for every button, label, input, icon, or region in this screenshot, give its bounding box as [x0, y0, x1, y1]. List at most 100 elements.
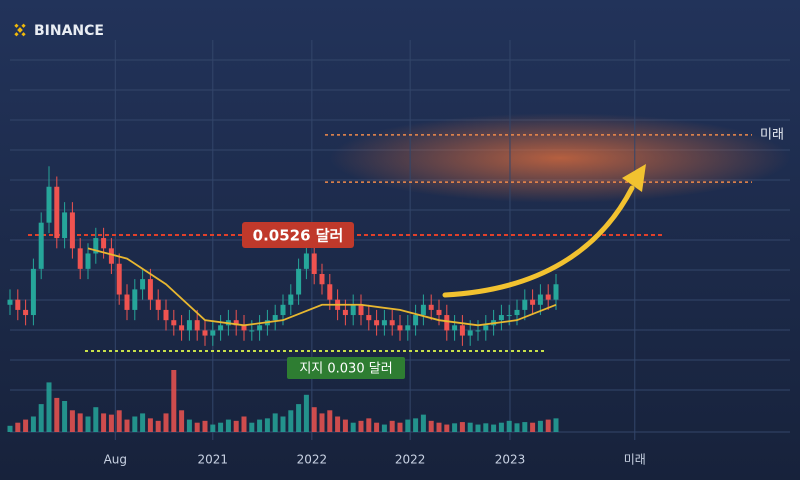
- volume-bar: [413, 418, 419, 432]
- volume-bar: [522, 422, 528, 432]
- volume-bar: [116, 410, 122, 432]
- candle-body: [389, 320, 395, 326]
- volume-bar: [342, 419, 348, 432]
- candle-body: [116, 263, 122, 295]
- volume-bar: [124, 419, 130, 432]
- candle-body: [249, 330, 255, 332]
- candle-body: [483, 325, 489, 331]
- candle-body: [381, 320, 387, 326]
- x-tick-label: 미래: [624, 453, 646, 467]
- volume-bar: [46, 382, 52, 432]
- candle-body: [210, 330, 216, 336]
- volume-bar: [241, 416, 247, 432]
- volume-bar: [303, 394, 309, 432]
- candle-body: [475, 330, 481, 332]
- volume-bar: [264, 418, 270, 432]
- candle-body: [319, 273, 325, 285]
- volume-bar: [179, 410, 185, 432]
- candle-body: [280, 304, 286, 316]
- candle-body: [85, 253, 91, 269]
- trend-arrow: [442, 185, 635, 298]
- candle-body: [350, 304, 356, 316]
- candle-body: [108, 248, 114, 264]
- candle-body: [459, 325, 465, 336]
- volume-bar: [15, 422, 21, 432]
- resistance-label: 0.0526 달러: [253, 226, 344, 244]
- candle-body: [54, 186, 60, 239]
- volume-bar: [108, 414, 114, 432]
- x-tick-label: 2021: [198, 453, 229, 467]
- target-label: 미래: [760, 127, 784, 142]
- candle-body: [374, 320, 380, 326]
- candle-body: [30, 268, 36, 316]
- volume-bar: [69, 410, 75, 432]
- candle-body: [522, 299, 528, 310]
- candle-body: [311, 253, 317, 274]
- volume-bar: [350, 422, 356, 432]
- volume-bar: [514, 423, 520, 432]
- candle-body: [467, 330, 473, 336]
- candle-body: [218, 325, 224, 331]
- volume-bar: [132, 416, 138, 432]
- candle-body: [358, 304, 364, 316]
- candle-body: [38, 222, 44, 269]
- volume-bar: [475, 424, 481, 432]
- volume-bar: [93, 407, 99, 432]
- candle-body: [15, 299, 21, 310]
- candle-body: [506, 315, 512, 317]
- candle-body: [288, 294, 294, 305]
- volume-bar: [257, 419, 263, 432]
- arrow-head: [622, 164, 646, 192]
- candle-body: [186, 320, 192, 331]
- candle-body: [514, 309, 520, 316]
- volume-bar: [272, 413, 278, 432]
- candle-body: [233, 320, 239, 326]
- candle-body: [163, 309, 169, 321]
- candle-body: [140, 279, 146, 290]
- volume-bar: [296, 404, 302, 432]
- candle-body: [420, 304, 426, 316]
- candle-body: [93, 238, 99, 254]
- volume-bar: [171, 370, 177, 432]
- candle-body: [46, 186, 52, 223]
- volume-bar: [389, 420, 395, 432]
- candle-body: [202, 330, 208, 336]
- volume-bar: [366, 418, 372, 432]
- candle-body: [498, 315, 504, 321]
- candle-body: [77, 248, 83, 269]
- candle-body: [7, 299, 13, 305]
- candle-body: [452, 325, 458, 331]
- volume-bar: [545, 419, 551, 432]
- volume-bar: [452, 423, 458, 432]
- volume-bar: [288, 410, 294, 432]
- volume-bar: [436, 422, 442, 432]
- volume-bar: [420, 414, 426, 432]
- support-label-box: [287, 356, 405, 379]
- volume-bar: [311, 407, 317, 432]
- volume-bar: [319, 413, 325, 432]
- candle-body: [257, 325, 263, 331]
- candle-body: [147, 279, 153, 300]
- volume-bar: [327, 410, 333, 432]
- candle-body: [62, 212, 68, 239]
- volume-bar: [397, 422, 403, 432]
- volume-bar: [428, 420, 434, 432]
- volume-bar: [358, 420, 364, 432]
- volume-bar: [405, 419, 411, 432]
- volume-bar: [62, 401, 68, 432]
- candle-body: [428, 304, 434, 310]
- volume-bar: [483, 423, 489, 432]
- candle-body: [553, 284, 559, 300]
- candle-body: [155, 299, 161, 310]
- volume-bar: [38, 404, 44, 432]
- x-tick-label: 2023: [495, 453, 526, 467]
- volume-bar: [210, 424, 216, 432]
- candle-body: [194, 320, 200, 331]
- candle-body: [342, 309, 348, 316]
- volume-bar: [233, 420, 239, 432]
- candle-body: [69, 212, 75, 249]
- candle-body: [397, 325, 403, 331]
- volume-bar: [498, 422, 504, 432]
